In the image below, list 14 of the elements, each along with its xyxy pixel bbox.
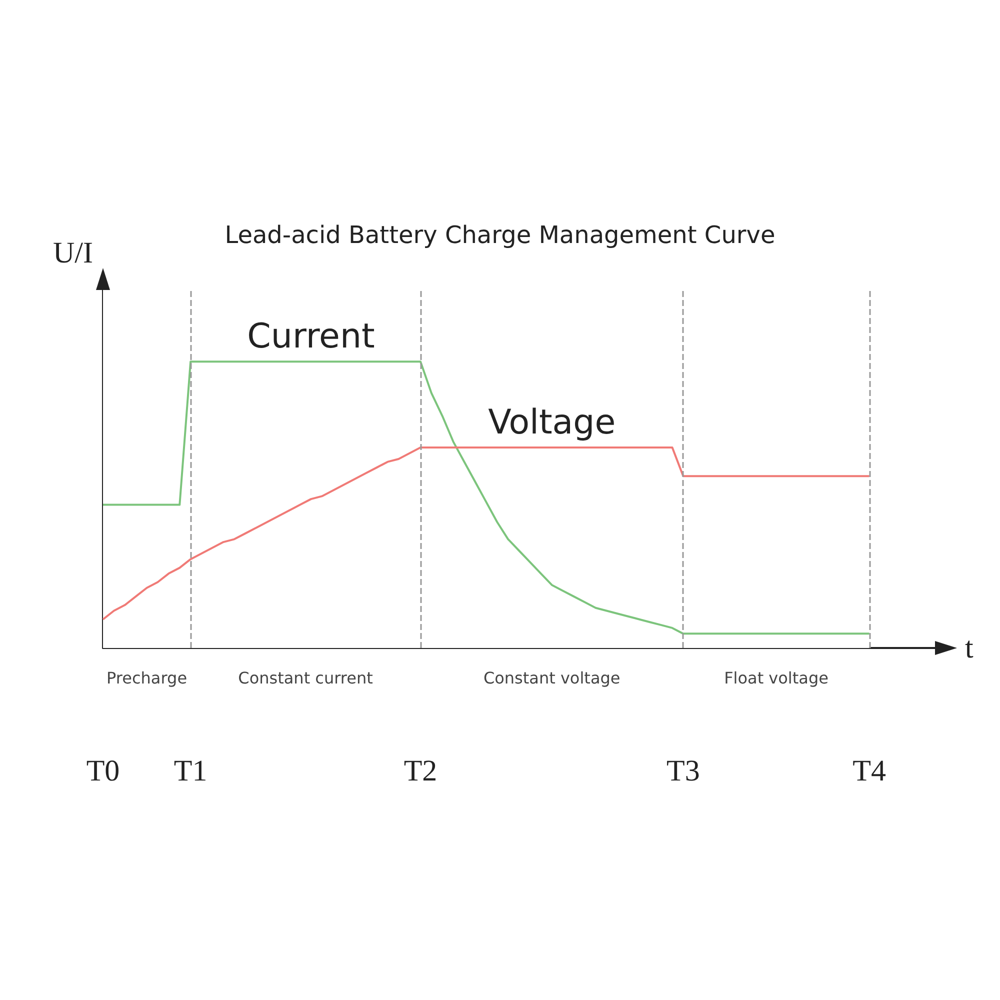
band-label: Precharge (106, 668, 188, 688)
chart-title: Lead-acid Battery Charge Management Curve (224, 221, 776, 249)
x-tick-label: T4 (852, 754, 886, 788)
y-axis-title: U/I (53, 236, 93, 270)
series-label: Current (247, 316, 375, 357)
band-label: Constant current (238, 668, 373, 688)
x-axis-title: t (965, 632, 974, 664)
x-tick-label: T2 (404, 754, 438, 788)
x-tick-label: T0 (86, 754, 120, 788)
x-tick-label: T3 (666, 754, 700, 788)
band-label: Constant voltage (483, 668, 620, 688)
series-label: Voltage (488, 402, 616, 443)
x-tick-label: T1 (174, 754, 208, 788)
band-label: Float voltage (724, 668, 828, 688)
